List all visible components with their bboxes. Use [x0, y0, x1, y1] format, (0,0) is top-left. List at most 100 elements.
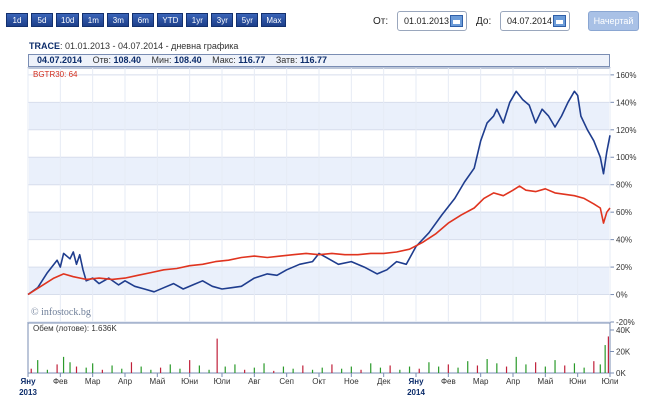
y-tick-label: 80%: [616, 181, 632, 190]
quote-date: 04.07.2014: [37, 55, 83, 65]
volume-bar: [525, 364, 527, 373]
x-tick-label: Яну: [20, 377, 36, 386]
to-date-input[interactable]: 04.07.2014: [500, 11, 570, 31]
x-tick-label: Ное: [344, 377, 359, 386]
volume-bar: [486, 359, 488, 373]
low-value: 108.40: [174, 55, 202, 65]
legend-index: BGTR30: 64: [33, 70, 78, 79]
volume-bar: [583, 367, 585, 373]
x-tick-label: Сеп: [279, 377, 294, 386]
range-button-max[interactable]: Max: [261, 13, 287, 27]
chart-symbol: TRACE: [29, 41, 60, 51]
x-tick-label: Авг: [248, 377, 261, 386]
volume-bar: [554, 360, 556, 373]
volume-bar: [56, 364, 58, 373]
volume-bar: [607, 336, 609, 373]
y-tick-label: 40%: [616, 236, 632, 245]
volume-bar: [130, 362, 133, 373]
volume-bar: [370, 363, 372, 373]
volume-bar: [535, 362, 537, 373]
range-button-5yr[interactable]: 5yr: [236, 13, 259, 27]
volume-bar: [169, 364, 171, 373]
close-value: 116.77: [299, 55, 328, 65]
volume-bar: [564, 365, 566, 373]
range-button-3yr[interactable]: 3yr: [211, 13, 234, 27]
range-button-ytd[interactable]: YTD: [157, 13, 184, 27]
x-tick-label: Май: [149, 377, 165, 386]
volume-bar: [159, 367, 162, 373]
volume-bar: [379, 367, 382, 373]
volume-bar: [399, 369, 401, 373]
series-line-bgtr30: [27, 185, 611, 296]
range-button-5d[interactable]: 5d: [31, 13, 53, 27]
calendar-icon[interactable]: [553, 15, 566, 27]
volume-bar: [253, 367, 255, 373]
volume-bar: [92, 363, 94, 373]
volume-bar: [321, 367, 323, 373]
volume-tick-label: 20K: [616, 348, 631, 357]
x-tick-label: Яну: [408, 377, 424, 386]
volume-area: [27, 322, 611, 374]
x-tick-label: Апр: [506, 377, 521, 386]
range-button-1m[interactable]: 1m: [82, 13, 105, 27]
volume-bar: [418, 368, 420, 373]
range-button-1yr[interactable]: 1yr: [186, 13, 209, 27]
volume-bar: [573, 363, 576, 373]
x-tick-label: Мар: [473, 377, 489, 386]
range-toolbar: 1d 5d 10d 1m 3m 6m YTD 1yr 3yr 5yr Max: [6, 13, 287, 27]
volume-tick-label: 40K: [616, 326, 631, 335]
volume-bar: [189, 360, 191, 373]
high-label: Макс:: [212, 55, 236, 65]
volume-bar: [292, 368, 294, 373]
draw-button[interactable]: Начертай: [588, 11, 639, 31]
close-label: Затв:: [275, 55, 298, 65]
volume-bar: [111, 365, 113, 373]
x-tick-label: Юни: [181, 377, 198, 386]
volume-bar: [302, 365, 304, 373]
to-label: До:: [476, 16, 492, 27]
volume-bar: [273, 370, 275, 373]
x-tick-label: Юли: [214, 377, 231, 386]
volume-bar: [311, 369, 314, 373]
y-tick-label: 60%: [616, 208, 632, 217]
volume-bar: [208, 369, 210, 373]
volume-bar: [438, 366, 440, 373]
volume-bar: [505, 366, 508, 373]
range-button-3m[interactable]: 3m: [107, 13, 130, 27]
volume-bar: [389, 365, 391, 373]
volume-bar: [408, 366, 411, 373]
volume-bar: [179, 368, 181, 373]
x-tick-label: Окт: [312, 377, 326, 386]
volume-bar: [282, 366, 285, 373]
x-tick-label: Юли: [602, 377, 619, 386]
from-date-value: 01.01.2013: [404, 16, 450, 26]
year-label: 2014: [407, 388, 425, 397]
volume-tick-label: 0K: [616, 369, 626, 378]
volume-bar: [234, 364, 236, 373]
to-date-value: 04.07.2014: [507, 16, 553, 26]
range-button-10d[interactable]: 10d: [56, 13, 80, 27]
high-value: 116.77: [238, 55, 266, 65]
range-button-6m[interactable]: 6m: [132, 13, 155, 27]
volume-bar: [69, 362, 71, 373]
volume-bar: [46, 369, 48, 373]
y-tick-label: 140%: [616, 98, 636, 107]
volume-bar: [447, 364, 449, 373]
x-tick-label: Юни: [569, 377, 586, 386]
open-value: 108.40: [113, 55, 142, 65]
volume-bar: [593, 361, 595, 373]
x-tick-label: Дек: [377, 377, 391, 386]
volume-bar: [140, 366, 142, 373]
calendar-icon[interactable]: [450, 15, 463, 27]
from-date-input[interactable]: 01.01.2013: [397, 11, 467, 31]
volume-bar: [467, 361, 469, 373]
volume-bar: [476, 365, 479, 373]
x-tick-label: Апр: [118, 377, 133, 386]
volume-bar: [244, 369, 246, 373]
volume-bar: [350, 366, 352, 373]
volume-bar: [515, 356, 517, 373]
volume-bar: [216, 338, 218, 373]
volume-bar: [224, 366, 226, 373]
range-button-1d[interactable]: 1d: [6, 13, 28, 27]
y-tick-label: 100%: [616, 153, 636, 162]
